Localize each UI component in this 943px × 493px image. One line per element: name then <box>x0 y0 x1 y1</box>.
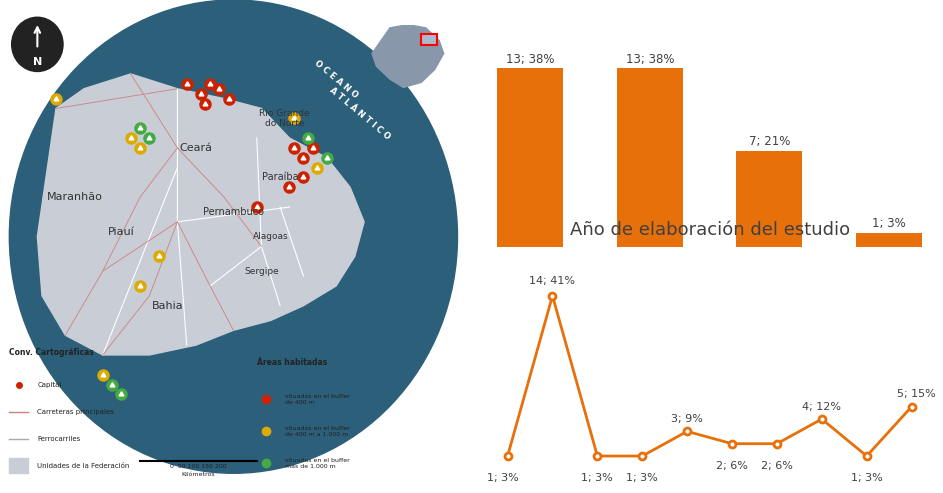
Text: 1; 3%: 1; 3% <box>872 217 906 230</box>
Circle shape <box>11 17 63 71</box>
Text: situadas en el buffer
más de 1.000 m: situadas en el buffer más de 1.000 m <box>285 458 350 469</box>
Text: 1; 3%: 1; 3% <box>851 473 883 483</box>
Circle shape <box>9 0 457 473</box>
Text: 13; 38%: 13; 38% <box>625 53 674 66</box>
Bar <box>856 233 921 246</box>
Text: N: N <box>33 57 42 67</box>
Text: Sergipe: Sergipe <box>244 267 279 276</box>
Text: 13; 38%: 13; 38% <box>506 53 554 66</box>
Text: Bahia: Bahia <box>152 301 184 311</box>
Text: A T L Á N T I C O: A T L Á N T I C O <box>327 85 391 141</box>
Text: 2; 6%: 2; 6% <box>761 461 793 471</box>
Text: situadas en el buffer
de 400 m: situadas en el buffer de 400 m <box>285 394 350 405</box>
Title: Año de elaboración del estudio: Año de elaboración del estudio <box>570 221 850 240</box>
Text: Kilómetros: Kilómetros <box>182 472 215 477</box>
Text: 4; 12%: 4; 12% <box>802 402 841 412</box>
FancyBboxPatch shape <box>422 34 438 45</box>
FancyBboxPatch shape <box>9 458 28 473</box>
Bar <box>736 151 802 246</box>
Text: 1; 3%: 1; 3% <box>582 473 613 483</box>
Text: 14; 41%: 14; 41% <box>529 276 575 286</box>
Text: Paraíba: Paraíba <box>262 173 298 182</box>
Text: Unidades de la Federación: Unidades de la Federación <box>38 463 130 469</box>
Polygon shape <box>38 74 364 355</box>
Text: Capital: Capital <box>38 382 61 387</box>
Polygon shape <box>372 25 444 87</box>
Text: 3; 9%: 3; 9% <box>671 414 703 424</box>
Text: Maranhão: Maranhão <box>47 192 103 202</box>
Text: 2; 6%: 2; 6% <box>716 461 748 471</box>
Text: Pernambuco: Pernambuco <box>203 207 264 217</box>
Text: Áreas habitadas: Áreas habitadas <box>256 358 327 367</box>
Text: Rio Grande
do Norte: Rio Grande do Norte <box>259 108 310 128</box>
Text: O C E A N O: O C E A N O <box>313 58 359 100</box>
Text: situadas en el buffer
de 400 m a 1.000 m: situadas en el buffer de 400 m a 1.000 m <box>285 426 350 437</box>
Bar <box>617 69 683 246</box>
Text: Ceará: Ceará <box>179 143 212 153</box>
Text: 1; 3%: 1; 3% <box>488 473 519 483</box>
Text: Alagoas: Alagoas <box>253 232 289 241</box>
Text: 0  50 100 150 200: 0 50 100 150 200 <box>170 464 226 469</box>
Text: 5; 15%: 5; 15% <box>897 389 935 399</box>
Text: Conv. Cartográficas: Conv. Cartográficas <box>9 348 94 357</box>
Bar <box>497 69 563 246</box>
Text: 7; 21%: 7; 21% <box>749 135 790 148</box>
Text: Ferrocarriles: Ferrocarriles <box>38 436 80 442</box>
Text: Carreteras principales: Carreteras principales <box>38 409 114 415</box>
Text: 1; 3%: 1; 3% <box>626 473 658 483</box>
Text: Piauí: Piauí <box>108 227 135 237</box>
